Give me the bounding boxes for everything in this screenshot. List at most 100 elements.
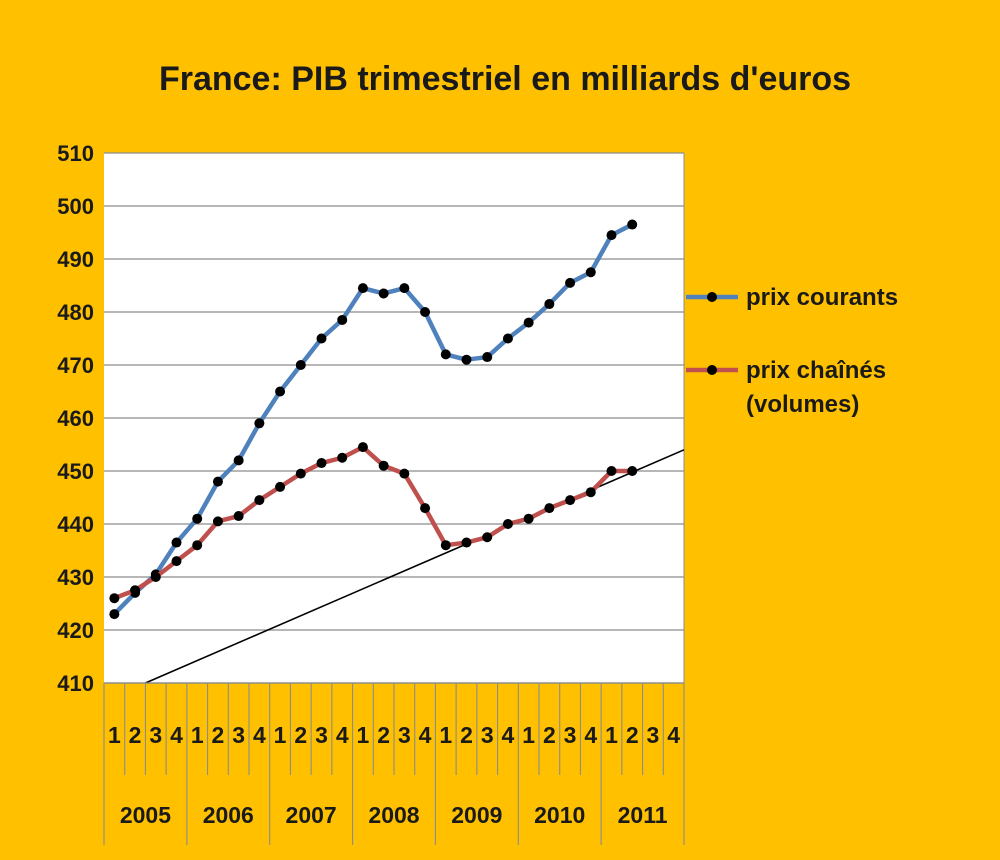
series-prix-courants — [109, 219, 638, 620]
data-point — [544, 503, 555, 514]
x-tick-label: 2 — [460, 722, 473, 748]
chart-title: France: PIB trimestriel en milliards d'e… — [159, 60, 851, 98]
x-year-label: 2006 — [203, 802, 254, 828]
data-point — [420, 307, 431, 317]
x-tick-label: 1 — [439, 722, 452, 748]
data-point — [399, 283, 410, 294]
data-point — [606, 466, 617, 476]
x-year-label: 2007 — [286, 802, 337, 828]
y-axis: 410 420 430 440 450 460 470 480 490 500 510 — [57, 141, 94, 696]
x-tick-label: 3 — [149, 722, 162, 748]
data-point — [171, 556, 182, 567]
y-tick-label: 490 — [57, 247, 94, 272]
data-point — [502, 333, 513, 344]
data-point — [316, 458, 327, 469]
x-tick-label: 3 — [398, 722, 411, 748]
y-tick-label: 510 — [57, 141, 94, 166]
data-point — [440, 540, 451, 551]
data-point — [399, 468, 410, 479]
x-tick-label: 2 — [626, 722, 639, 748]
x-tick-label: 3 — [232, 722, 245, 748]
series-prix-chaines — [109, 442, 638, 604]
x-tick-label: 2 — [543, 722, 556, 748]
data-point — [275, 386, 286, 397]
x-tick-label: 3 — [647, 722, 660, 748]
y-tick-label: 500 — [57, 194, 94, 219]
data-point — [357, 283, 368, 294]
y-tick-label: 450 — [57, 459, 94, 484]
x-tick-label: 1 — [522, 722, 535, 748]
x-tick-label: 2 — [377, 722, 390, 748]
gridlines — [104, 152, 685, 684]
data-point — [130, 585, 141, 596]
data-point — [482, 352, 493, 363]
data-point — [461, 354, 472, 365]
data-point — [171, 537, 182, 548]
y-tick-label: 460 — [57, 406, 94, 431]
legend-label: prix chaînés — [746, 357, 886, 384]
x-tick-label: 4 — [170, 722, 183, 748]
x-tick-label: 1 — [274, 722, 287, 748]
data-point — [461, 537, 472, 548]
data-point — [275, 481, 286, 492]
data-point — [523, 513, 534, 524]
legend-marker — [707, 292, 717, 302]
data-point — [378, 460, 389, 471]
x-tick-label: 2 — [294, 722, 307, 748]
data-point — [192, 513, 203, 524]
data-point — [295, 468, 306, 479]
series-layer — [109, 219, 638, 620]
data-point — [606, 230, 617, 241]
data-point — [192, 540, 203, 551]
x-tick-label: 2 — [129, 722, 142, 748]
data-point — [337, 314, 348, 325]
data-point — [233, 511, 244, 522]
x-tick-label: 1 — [191, 722, 204, 748]
y-tick-label: 480 — [57, 300, 94, 325]
data-point — [357, 442, 368, 453]
data-point — [212, 516, 223, 527]
data-point — [523, 317, 534, 328]
data-point — [440, 349, 451, 360]
x-tick-label: 4 — [667, 722, 680, 748]
x-tick-label: 3 — [564, 722, 577, 748]
data-point — [295, 360, 306, 370]
data-point — [254, 495, 265, 506]
x-tick-label: 4 — [253, 722, 266, 748]
data-point — [316, 333, 327, 344]
data-point — [109, 593, 120, 604]
y-tick-label: 430 — [57, 565, 94, 590]
data-point — [627, 466, 638, 476]
data-point — [212, 476, 223, 487]
x-tick-label: 4 — [419, 722, 432, 748]
x-tick-label: 4 — [502, 722, 515, 748]
y-tick-label: 420 — [57, 618, 94, 643]
data-point — [565, 495, 576, 506]
data-point — [337, 452, 348, 463]
x-tick-label: 4 — [584, 722, 597, 748]
data-point — [544, 299, 555, 310]
data-point — [254, 418, 265, 429]
x-year-label: 2009 — [451, 802, 502, 828]
y-tick-label: 440 — [57, 512, 94, 537]
data-point — [420, 503, 431, 514]
legend-label: prix courants — [746, 284, 898, 311]
data-point — [565, 277, 576, 288]
data-point — [109, 609, 120, 620]
y-tick-label: 470 — [57, 353, 94, 378]
x-tick-label: 3 — [315, 722, 328, 748]
x-year-label: 2011 — [618, 802, 668, 828]
legend-label: (volumes) — [746, 391, 859, 418]
data-point — [233, 455, 244, 466]
x-year-label: 2010 — [534, 802, 585, 828]
data-point — [585, 487, 596, 498]
x-tick-label: 3 — [481, 722, 494, 748]
data-point — [150, 572, 161, 582]
x-tick-label: 1 — [357, 722, 370, 748]
data-point — [378, 288, 389, 299]
x-tick-label: 1 — [108, 722, 121, 748]
data-point — [502, 519, 513, 529]
x-tick-label: 1 — [605, 722, 618, 748]
